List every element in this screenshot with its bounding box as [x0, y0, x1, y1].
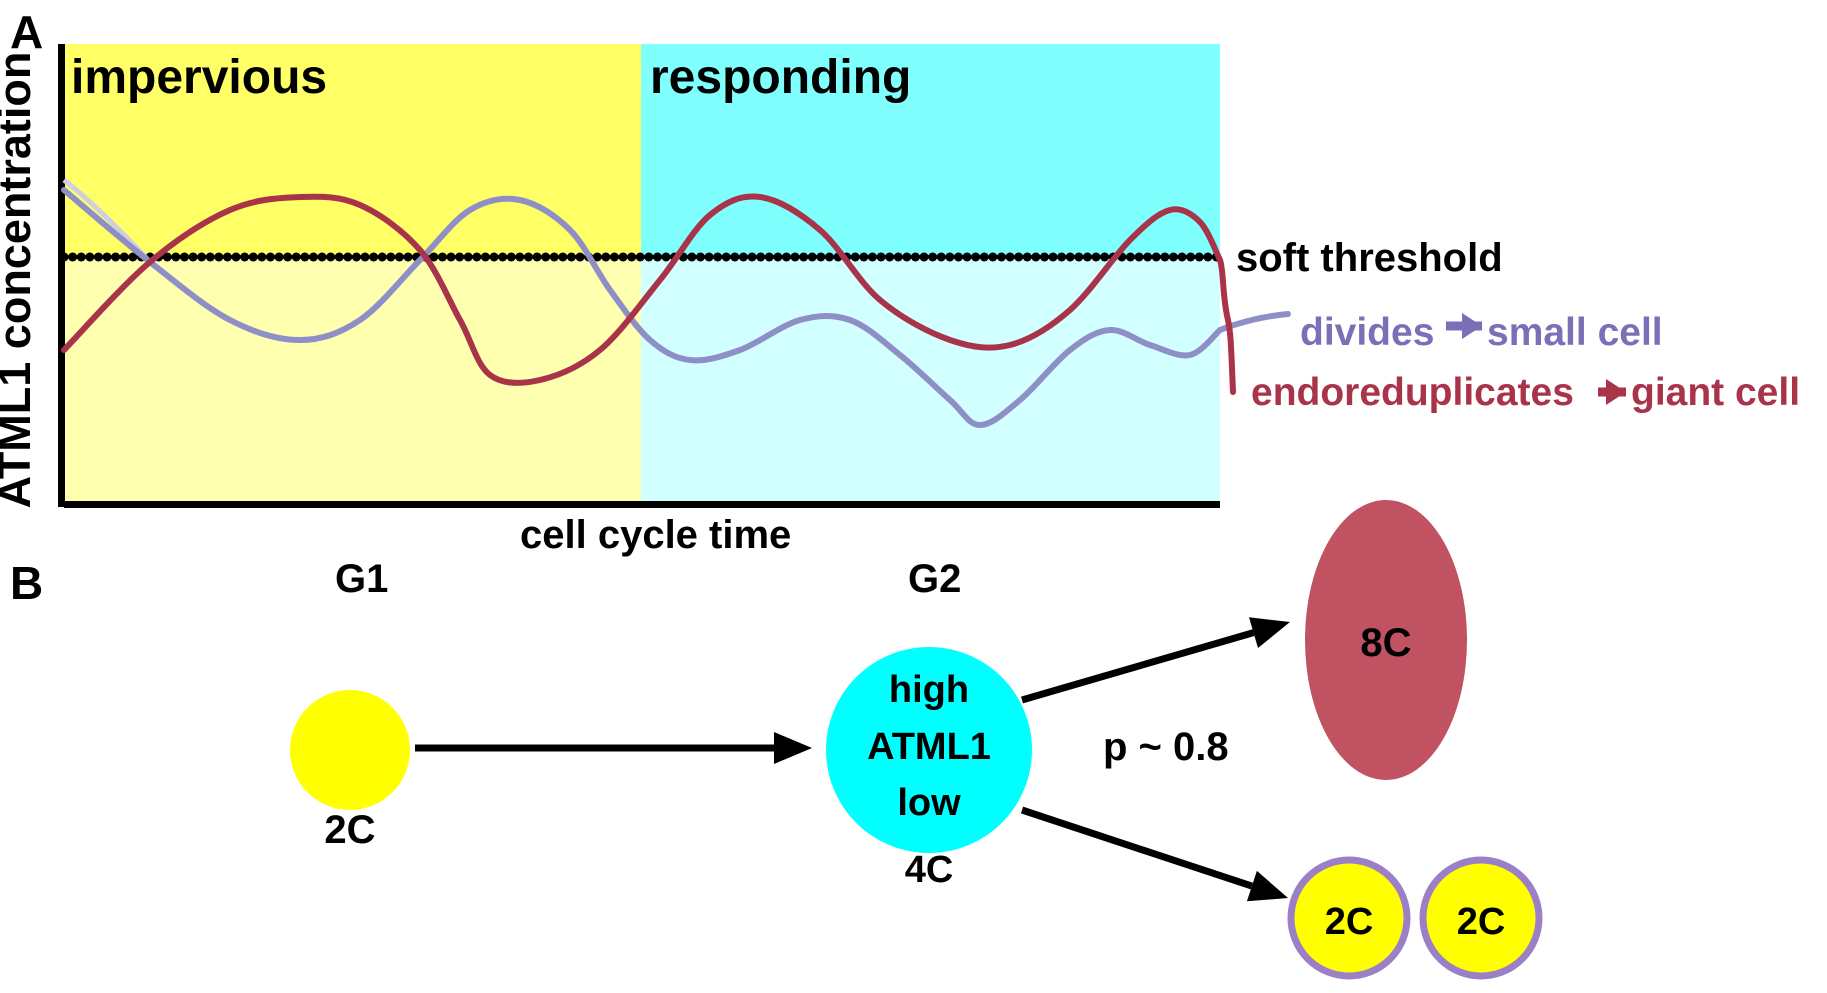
svg-text:2C: 2C	[1325, 901, 1374, 943]
svg-text:high: high	[889, 669, 969, 711]
svg-text:low: low	[897, 782, 961, 824]
svg-text:small cell: small cell	[1487, 311, 1663, 354]
svg-text:2C: 2C	[1457, 901, 1506, 943]
svg-text:p ~ 0.8: p ~ 0.8	[1103, 725, 1229, 769]
svg-text:G2: G2	[908, 557, 961, 601]
svg-text:2C: 2C	[324, 808, 375, 852]
svg-text:giant cell: giant cell	[1631, 371, 1800, 414]
svg-text:impervious: impervious	[71, 51, 327, 104]
svg-text:A: A	[10, 6, 43, 58]
svg-text:endoreduplicates: endoreduplicates	[1251, 371, 1574, 414]
svg-text:ATML1: ATML1	[867, 726, 991, 768]
svg-text:8C: 8C	[1360, 621, 1411, 665]
svg-text:4C: 4C	[905, 849, 954, 891]
svg-text:divides: divides	[1300, 311, 1434, 354]
svg-text:responding: responding	[650, 51, 911, 104]
svg-text:soft threshold: soft threshold	[1236, 236, 1503, 280]
svg-text:B: B	[10, 557, 43, 609]
svg-text:G1: G1	[335, 557, 388, 601]
svg-text:cell cycle time: cell cycle time	[520, 513, 791, 557]
svg-text:ATML1 concentration: ATML1 concentration	[0, 52, 40, 509]
